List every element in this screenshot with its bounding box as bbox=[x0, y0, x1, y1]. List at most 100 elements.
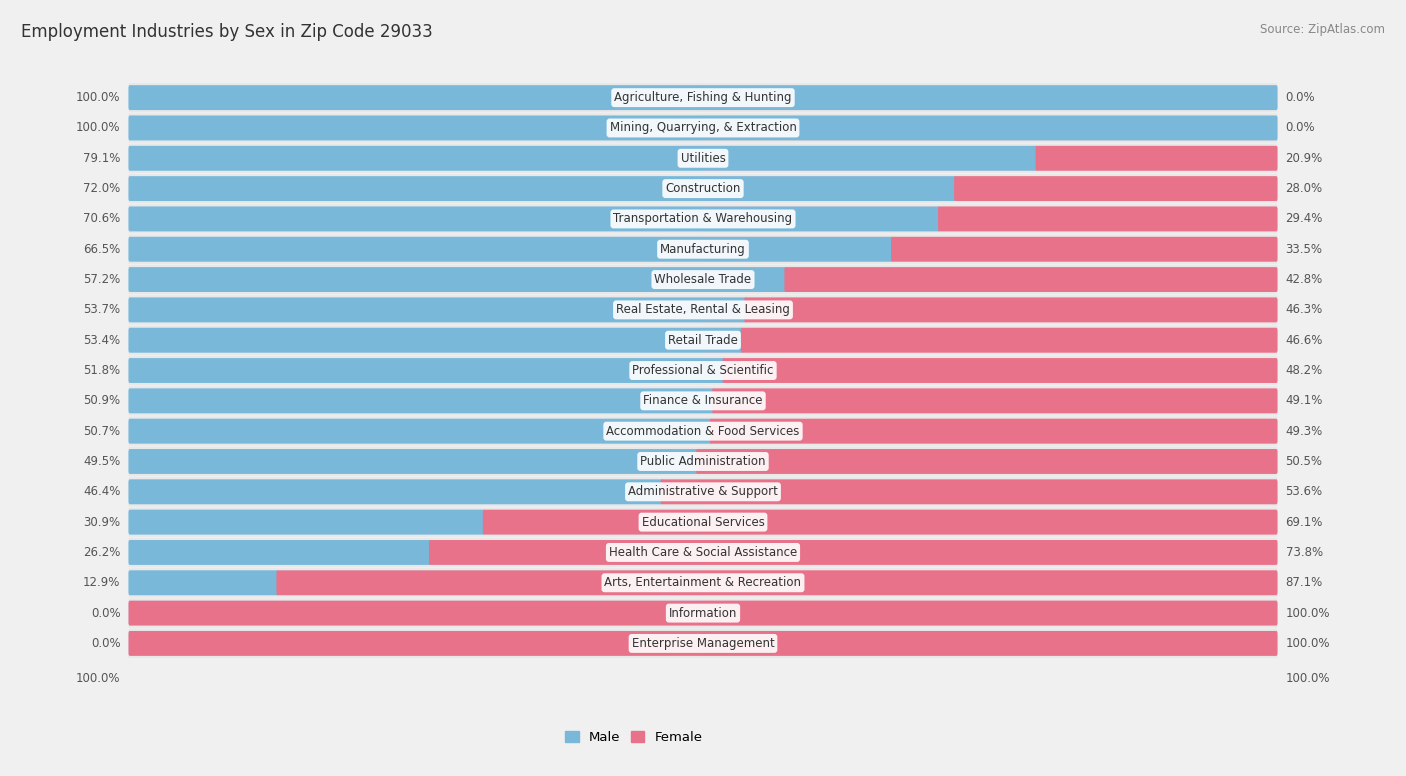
FancyBboxPatch shape bbox=[1036, 146, 1278, 171]
FancyBboxPatch shape bbox=[891, 237, 1278, 262]
FancyBboxPatch shape bbox=[128, 631, 1278, 656]
FancyBboxPatch shape bbox=[128, 237, 893, 262]
Text: Public Administration: Public Administration bbox=[640, 455, 766, 468]
Text: Agriculture, Fishing & Hunting: Agriculture, Fishing & Hunting bbox=[614, 91, 792, 104]
Text: 70.6%: 70.6% bbox=[83, 213, 121, 225]
Legend: Male, Female: Male, Female bbox=[560, 726, 709, 749]
Text: 50.7%: 50.7% bbox=[83, 424, 121, 438]
Text: 50.5%: 50.5% bbox=[1285, 455, 1323, 468]
Text: Health Care & Social Assistance: Health Care & Social Assistance bbox=[609, 546, 797, 559]
FancyBboxPatch shape bbox=[702, 631, 1278, 656]
FancyBboxPatch shape bbox=[128, 510, 704, 535]
Text: Educational Services: Educational Services bbox=[641, 515, 765, 528]
Text: 12.9%: 12.9% bbox=[83, 577, 121, 589]
FancyBboxPatch shape bbox=[128, 358, 724, 383]
FancyBboxPatch shape bbox=[128, 327, 744, 352]
FancyBboxPatch shape bbox=[128, 176, 704, 201]
FancyBboxPatch shape bbox=[723, 358, 1278, 383]
Text: 53.6%: 53.6% bbox=[1285, 485, 1323, 498]
FancyBboxPatch shape bbox=[744, 297, 1278, 322]
Text: Wholesale Trade: Wholesale Trade bbox=[654, 273, 752, 286]
FancyBboxPatch shape bbox=[128, 237, 704, 262]
FancyBboxPatch shape bbox=[128, 356, 1278, 385]
Text: Accommodation & Food Services: Accommodation & Food Services bbox=[606, 424, 800, 438]
FancyBboxPatch shape bbox=[128, 389, 704, 414]
Text: Real Estate, Rental & Leasing: Real Estate, Rental & Leasing bbox=[616, 303, 790, 317]
FancyBboxPatch shape bbox=[128, 204, 1278, 234]
Text: 100.0%: 100.0% bbox=[1285, 672, 1330, 685]
FancyBboxPatch shape bbox=[702, 267, 1278, 292]
FancyBboxPatch shape bbox=[702, 116, 1278, 140]
Text: Retail Trade: Retail Trade bbox=[668, 334, 738, 347]
Text: 72.0%: 72.0% bbox=[83, 182, 121, 195]
Text: Administrative & Support: Administrative & Support bbox=[628, 485, 778, 498]
FancyBboxPatch shape bbox=[785, 267, 1278, 292]
FancyBboxPatch shape bbox=[702, 206, 1278, 231]
FancyBboxPatch shape bbox=[128, 296, 1278, 324]
Text: 46.4%: 46.4% bbox=[83, 485, 121, 498]
FancyBboxPatch shape bbox=[128, 265, 1278, 294]
FancyBboxPatch shape bbox=[702, 480, 1278, 504]
Text: 20.9%: 20.9% bbox=[1285, 152, 1323, 165]
FancyBboxPatch shape bbox=[482, 510, 1278, 535]
Text: Arts, Entertainment & Recreation: Arts, Entertainment & Recreation bbox=[605, 577, 801, 589]
FancyBboxPatch shape bbox=[702, 540, 1278, 565]
Text: Enterprise Management: Enterprise Management bbox=[631, 637, 775, 650]
FancyBboxPatch shape bbox=[702, 389, 1278, 414]
FancyBboxPatch shape bbox=[128, 297, 704, 322]
FancyBboxPatch shape bbox=[702, 237, 1278, 262]
FancyBboxPatch shape bbox=[702, 419, 1278, 444]
FancyBboxPatch shape bbox=[128, 174, 1278, 203]
Text: 0.0%: 0.0% bbox=[91, 607, 121, 619]
Text: 100.0%: 100.0% bbox=[76, 122, 121, 134]
FancyBboxPatch shape bbox=[128, 144, 1278, 173]
FancyBboxPatch shape bbox=[128, 540, 432, 565]
FancyBboxPatch shape bbox=[128, 267, 704, 292]
Text: Transportation & Warehousing: Transportation & Warehousing bbox=[613, 213, 793, 225]
FancyBboxPatch shape bbox=[128, 570, 278, 595]
FancyBboxPatch shape bbox=[128, 508, 1278, 537]
Text: 100.0%: 100.0% bbox=[1285, 607, 1330, 619]
FancyBboxPatch shape bbox=[702, 570, 1278, 595]
FancyBboxPatch shape bbox=[128, 85, 704, 110]
FancyBboxPatch shape bbox=[128, 477, 1278, 507]
FancyBboxPatch shape bbox=[696, 449, 1278, 474]
FancyBboxPatch shape bbox=[128, 510, 485, 535]
Text: 49.1%: 49.1% bbox=[1285, 394, 1323, 407]
FancyBboxPatch shape bbox=[128, 206, 704, 231]
FancyBboxPatch shape bbox=[702, 327, 1278, 352]
FancyBboxPatch shape bbox=[128, 538, 1278, 567]
FancyBboxPatch shape bbox=[938, 206, 1278, 231]
FancyBboxPatch shape bbox=[128, 206, 941, 231]
FancyBboxPatch shape bbox=[128, 601, 704, 625]
FancyBboxPatch shape bbox=[128, 480, 704, 504]
FancyBboxPatch shape bbox=[128, 631, 704, 656]
FancyBboxPatch shape bbox=[128, 176, 956, 201]
FancyBboxPatch shape bbox=[128, 327, 704, 352]
FancyBboxPatch shape bbox=[710, 419, 1278, 444]
FancyBboxPatch shape bbox=[128, 419, 713, 444]
FancyBboxPatch shape bbox=[955, 176, 1278, 201]
Text: 48.2%: 48.2% bbox=[1285, 364, 1323, 377]
FancyBboxPatch shape bbox=[128, 598, 1278, 628]
Text: 87.1%: 87.1% bbox=[1285, 577, 1323, 589]
FancyBboxPatch shape bbox=[128, 570, 704, 595]
FancyBboxPatch shape bbox=[128, 417, 1278, 445]
FancyBboxPatch shape bbox=[128, 113, 1278, 143]
FancyBboxPatch shape bbox=[128, 447, 1278, 476]
FancyBboxPatch shape bbox=[128, 601, 1278, 625]
Text: 49.5%: 49.5% bbox=[83, 455, 121, 468]
Text: 53.7%: 53.7% bbox=[83, 303, 121, 317]
Text: 30.9%: 30.9% bbox=[83, 515, 121, 528]
Text: 46.3%: 46.3% bbox=[1285, 303, 1323, 317]
Text: Source: ZipAtlas.com: Source: ZipAtlas.com bbox=[1260, 23, 1385, 36]
FancyBboxPatch shape bbox=[128, 83, 1278, 113]
Text: 100.0%: 100.0% bbox=[76, 672, 121, 685]
Text: 50.9%: 50.9% bbox=[83, 394, 121, 407]
Text: 42.8%: 42.8% bbox=[1285, 273, 1323, 286]
FancyBboxPatch shape bbox=[128, 389, 714, 414]
FancyBboxPatch shape bbox=[128, 85, 1278, 110]
Text: 73.8%: 73.8% bbox=[1285, 546, 1323, 559]
FancyBboxPatch shape bbox=[128, 116, 1278, 140]
Text: Professional & Scientific: Professional & Scientific bbox=[633, 364, 773, 377]
